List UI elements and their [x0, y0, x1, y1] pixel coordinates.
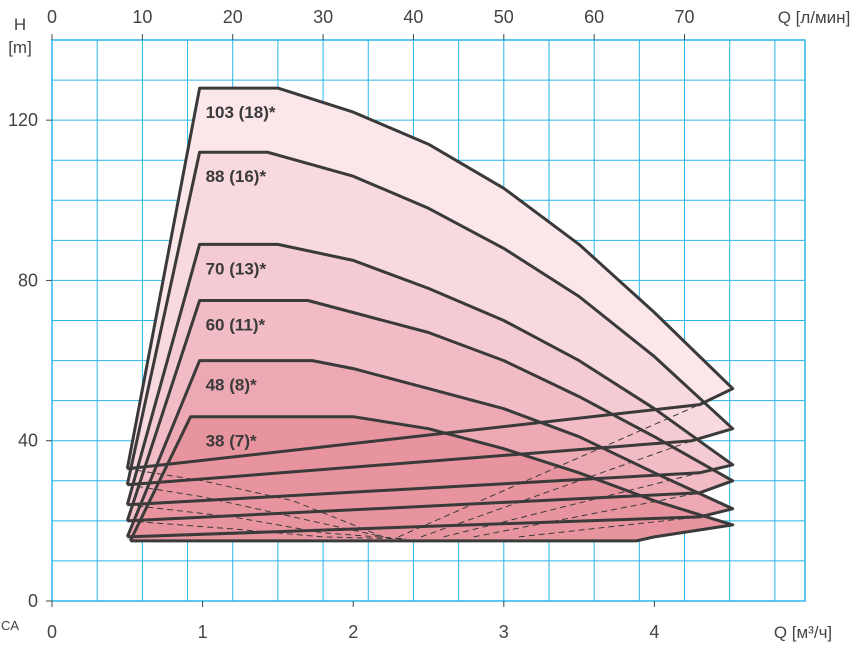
curve-label: 70 (13)*: [206, 259, 267, 278]
x2-tick-label: 40: [403, 7, 423, 27]
dashed-line: [473, 492, 700, 538]
dashed-line: [127, 484, 384, 538]
x-tick-label: 1: [198, 622, 208, 642]
curve-line: [125, 86, 735, 471]
y-axis-unit: [m]: [8, 38, 32, 57]
curve-area: [130, 416, 733, 541]
x2-tick-label: 30: [313, 7, 333, 27]
x-tick-label: 0: [47, 622, 57, 642]
x2-tick-label: 60: [584, 7, 604, 27]
x2-tick-label: 10: [132, 7, 152, 27]
x2-tick-label: 0: [47, 7, 57, 27]
curve-line: [125, 150, 735, 487]
x-tick-label: 4: [649, 622, 659, 642]
x2-axis-title: Q [л/мин]: [778, 8, 851, 27]
dashed-line: [518, 516, 700, 538]
curve-line: [128, 415, 735, 543]
dashed-line: [420, 440, 693, 538]
curve-label: 48 (8)*: [206, 376, 257, 395]
corner-label: CA: [1, 618, 19, 633]
curves: [125, 86, 735, 543]
y-tick-label: 0: [28, 591, 38, 611]
x-axis-title: Q [м³/ч]: [774, 623, 832, 642]
labels: 103 (18)* 88 (16)* 70 (13)* 60 (11)* 48 (8)*…: [206, 103, 276, 451]
x2-tick-label: 70: [675, 7, 695, 27]
curve-line: [125, 242, 735, 507]
curve-label: 60 (11)*: [206, 315, 266, 334]
y-tick-label: 80: [18, 270, 38, 290]
dashed-line: [127, 504, 406, 540]
dashed-line: [127, 468, 384, 538]
curve-label: 88 (16)*: [206, 167, 267, 186]
curve-line: [125, 299, 735, 523]
curve-areas: [127, 88, 733, 541]
x2-tick-label: 20: [223, 7, 243, 27]
x-tick-label: 3: [499, 622, 509, 642]
dashed-line: [398, 404, 700, 538]
y-tick-label: 40: [18, 431, 38, 451]
y-axis-title: H: [14, 15, 26, 34]
x-tick-label: 2: [348, 622, 358, 642]
plot-border: [51, 39, 806, 602]
curve-label: 103 (18)*: [206, 103, 276, 122]
x2-tick-label: 50: [494, 7, 514, 27]
dashed-line: [443, 472, 700, 538]
y-tick-label: 120: [8, 110, 38, 130]
curve-label: 38 (7)*: [206, 432, 257, 451]
curve-line: [125, 359, 735, 539]
